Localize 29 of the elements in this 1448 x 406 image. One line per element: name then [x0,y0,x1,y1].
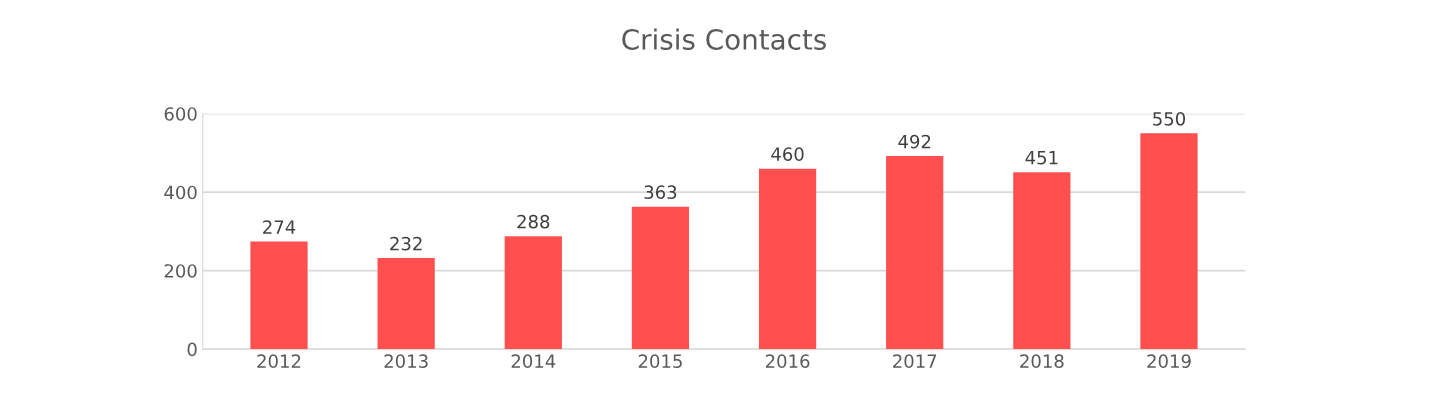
chart-title: Crisis Contacts [622,28,826,50]
data-label: 274 [263,220,296,234]
x-tick-label: 2016 [765,354,810,368]
x-tick-label: 2017 [893,354,937,368]
data-label: 288 [517,214,550,229]
bar [1013,172,1071,350]
bar [504,236,562,350]
y-tick-label: 0 [187,342,197,357]
x-tick-label: 2014 [511,354,556,368]
data-label: 550 [1153,111,1186,126]
data-label: 363 [644,185,677,200]
y-tick-label: 200 [164,264,197,278]
data-label: 492 [898,134,931,149]
x-tick-label: 2019 [1147,354,1191,368]
bar [377,258,435,350]
data-label: 451 [1025,151,1058,165]
x-tick-label: 2018 [1020,354,1064,368]
x-tick-label: 2012 [257,354,301,368]
data-label: 460 [771,147,804,161]
bar [1140,133,1198,350]
bar [886,156,944,350]
y-tick-label: 600 [164,107,197,121]
bar [758,168,817,350]
y-tick-label: 400 [164,185,197,200]
data-label: 232 [390,236,422,251]
x-tick-label: 2013 [384,354,428,368]
x-tick-label: 2015 [638,354,682,368]
bar [250,241,308,350]
bar [631,206,690,350]
